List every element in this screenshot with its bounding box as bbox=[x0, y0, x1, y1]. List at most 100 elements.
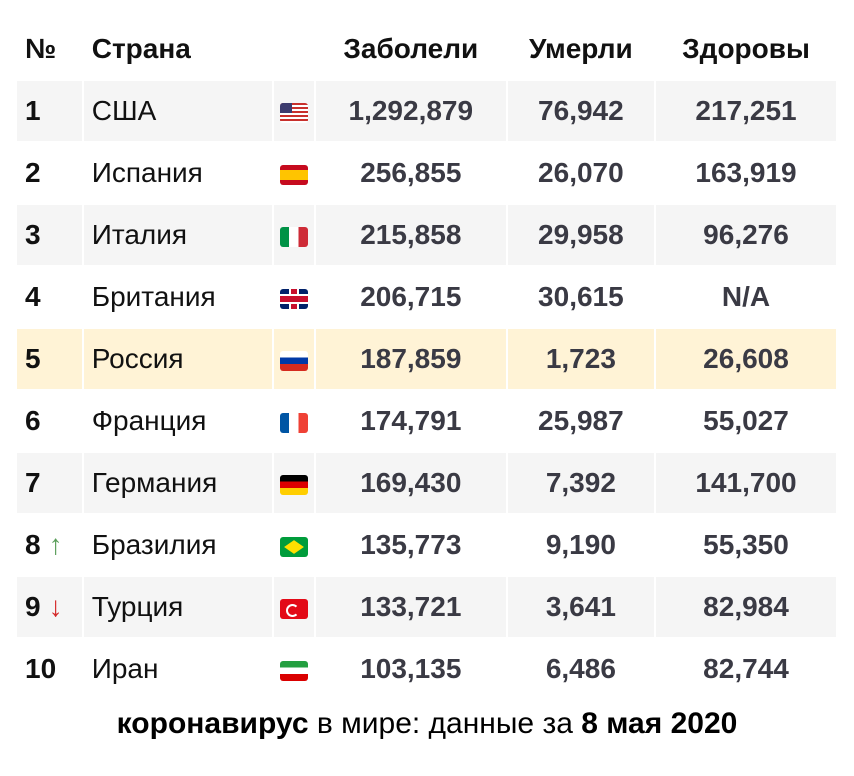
recovered-cell: 82,984 bbox=[654, 575, 838, 639]
flag-it-icon bbox=[279, 226, 308, 247]
country-name: Британия bbox=[81, 265, 274, 329]
cases-cell: 187,859 bbox=[313, 327, 508, 391]
deaths-cell: 26,070 bbox=[505, 141, 657, 205]
rank: 3 bbox=[25, 219, 41, 250]
deaths-cell: 76,942 bbox=[505, 79, 657, 143]
recovered-cell: 55,027 bbox=[654, 389, 838, 453]
rank-cell: 2 bbox=[15, 141, 84, 205]
header-rank: № bbox=[15, 17, 84, 81]
cases-cell: 103,135 bbox=[313, 637, 508, 701]
flag-cell bbox=[271, 203, 316, 267]
cases-cell: 169,430 bbox=[313, 451, 508, 515]
flag-cell bbox=[271, 575, 316, 639]
rank: 10 bbox=[25, 653, 57, 684]
table-row: 1 США 1,292,879 76,942 217,251 bbox=[15, 79, 838, 143]
recovered-cell: 163,919 bbox=[654, 141, 838, 205]
deaths-cell: 30,615 bbox=[505, 265, 657, 329]
flag-cell bbox=[271, 451, 316, 515]
deaths-cell: 7,392 bbox=[505, 451, 657, 515]
country-name: Турция bbox=[81, 575, 274, 639]
table-row: 6 Франция 174,791 25,987 55,027 bbox=[15, 389, 838, 453]
flag-cell bbox=[271, 513, 316, 577]
rank-cell: 4 bbox=[15, 265, 84, 329]
cases-cell: 256,855 bbox=[313, 141, 508, 205]
rank: 5 bbox=[25, 343, 41, 374]
rank-cell: 1 bbox=[15, 79, 84, 143]
rank: 8 bbox=[25, 529, 41, 560]
flag-ru-icon bbox=[279, 350, 308, 371]
caption-topic: коронавирус bbox=[116, 707, 309, 740]
country-name: Испания bbox=[81, 141, 274, 205]
caption-text: в мире: данные за bbox=[308, 707, 582, 740]
table-row: 10 Иран 103,135 6,486 82,744 bbox=[15, 637, 838, 701]
rank-cell: 7 bbox=[15, 451, 84, 515]
caption-date: 8 мая 2020 bbox=[581, 707, 738, 740]
country-name: Бразилия bbox=[81, 513, 274, 577]
flag-tr-icon bbox=[279, 598, 308, 619]
rank: 7 bbox=[25, 467, 41, 498]
cases-cell: 133,721 bbox=[313, 575, 508, 639]
deaths-cell: 1,723 bbox=[505, 327, 657, 391]
country-name: США bbox=[81, 79, 274, 143]
recovered-cell: 217,251 bbox=[654, 79, 838, 143]
deaths-cell: 29,958 bbox=[505, 203, 657, 267]
country-name: Франция bbox=[81, 389, 274, 453]
header-deaths: Умерли bbox=[505, 17, 657, 81]
cases-cell: 215,858 bbox=[313, 203, 508, 267]
deaths-cell: 9,190 bbox=[505, 513, 657, 577]
deaths-cell: 25,987 bbox=[505, 389, 657, 453]
rank-cell: 9 ↓ bbox=[15, 575, 84, 639]
table-row: 8 ↑ Бразилия 135,773 9,190 55,350 bbox=[15, 513, 838, 577]
flag-cell bbox=[271, 141, 316, 205]
country-name: Россия bbox=[81, 327, 274, 391]
flag-gb-icon bbox=[279, 288, 308, 309]
table-row: 7 Германия 169,430 7,392 141,700 bbox=[15, 451, 838, 515]
country-name: Германия bbox=[81, 451, 274, 515]
deaths-cell: 3,641 bbox=[505, 575, 657, 639]
header-recovered: Здоровы bbox=[654, 17, 838, 81]
header-cases: Заболели bbox=[313, 17, 508, 81]
cases-cell: 135,773 bbox=[313, 513, 508, 577]
cases-cell: 1,292,879 bbox=[313, 79, 508, 143]
flag-br-icon bbox=[279, 536, 308, 557]
flag-de-icon bbox=[279, 474, 308, 495]
caption: коронавирус в мире: данные за 8 мая 2020 bbox=[0, 707, 854, 741]
cases-cell: 206,715 bbox=[313, 265, 508, 329]
rank: 6 bbox=[25, 405, 41, 436]
rank: 2 bbox=[25, 157, 41, 188]
recovered-cell: 55,350 bbox=[654, 513, 838, 577]
arrow-down-icon: ↓ bbox=[48, 591, 63, 622]
flag-ir-icon bbox=[279, 660, 308, 681]
rank-cell: 5 bbox=[15, 327, 84, 391]
country-name: Иран bbox=[81, 637, 274, 701]
header-row: № Страна Заболели Умерли Здоровы bbox=[15, 17, 838, 81]
table-row: 4 Британия 206,715 30,615 N/A bbox=[15, 265, 838, 329]
flag-es-icon bbox=[279, 164, 308, 185]
deaths-cell: 6,486 bbox=[505, 637, 657, 701]
cases-cell: 174,791 bbox=[313, 389, 508, 453]
rank-cell: 3 bbox=[15, 203, 84, 267]
recovered-cell: 82,744 bbox=[654, 637, 838, 701]
flag-fr-icon bbox=[279, 412, 308, 433]
table-row: 2 Испания 256,855 26,070 163,919 bbox=[15, 141, 838, 205]
flag-cell bbox=[271, 79, 316, 143]
covid-stats-table: № Страна Заболели Умерли Здоровы 1 США 1,2… bbox=[15, 17, 838, 701]
header-country: Страна bbox=[81, 17, 316, 81]
flag-us-icon bbox=[279, 102, 308, 123]
country-name: Италия bbox=[81, 203, 274, 267]
flag-cell bbox=[271, 637, 316, 701]
flag-cell bbox=[271, 389, 316, 453]
recovered-cell: 96,276 bbox=[654, 203, 838, 267]
recovered-cell: 141,700 bbox=[654, 451, 838, 515]
table-row: 9 ↓ Турция 133,721 3,641 82,984 bbox=[15, 575, 838, 639]
rank-cell: 8 ↑ bbox=[15, 513, 84, 577]
table-row: 3 Италия 215,858 29,958 96,276 bbox=[15, 203, 838, 267]
rank: 1 bbox=[25, 95, 41, 126]
rank: 4 bbox=[25, 281, 41, 312]
flag-cell bbox=[271, 327, 316, 391]
flag-cell bbox=[271, 265, 316, 329]
arrow-up-icon: ↑ bbox=[48, 529, 63, 560]
rank-cell: 6 bbox=[15, 389, 84, 453]
recovered-cell: N/A bbox=[654, 265, 838, 329]
table-row: 5 Россия 187,859 1,723 26,608 bbox=[15, 327, 838, 391]
